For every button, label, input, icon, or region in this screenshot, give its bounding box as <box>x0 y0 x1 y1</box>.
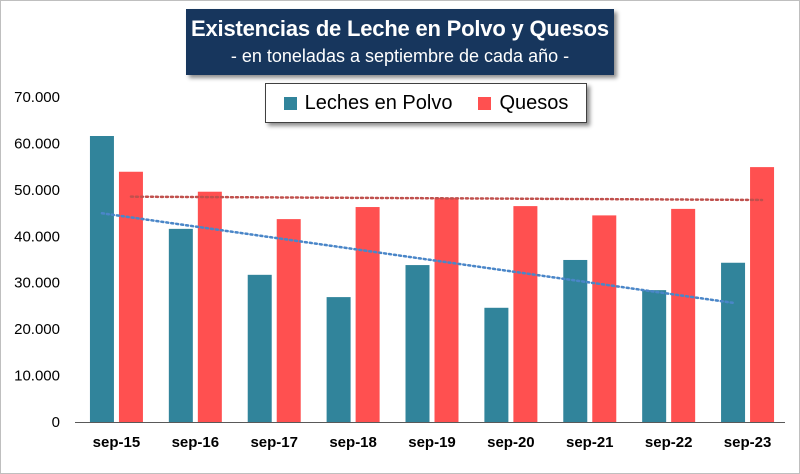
bar-leches-sep-20 <box>484 307 509 422</box>
y-tick-label: 10.000 <box>14 368 60 385</box>
chart-title-box: Existencias de Leche en Polvo y Quesos -… <box>186 9 614 75</box>
trendline-leches <box>100 212 735 305</box>
legend-swatch-quesos <box>478 96 492 110</box>
x-tick-label: sep-15 <box>93 434 141 451</box>
legend-label-leches: Leches en Polvo <box>304 91 453 114</box>
y-tick-label: 60.000 <box>14 135 60 152</box>
x-tick-label: sep-18 <box>329 434 377 451</box>
y-tick-label: 0 <box>52 414 60 431</box>
y-tick-label: 70.000 <box>14 89 60 106</box>
bar-leches-sep-17 <box>247 274 272 422</box>
bar-leches-sep-21 <box>563 259 588 422</box>
x-tick-label: sep-17 <box>250 434 298 451</box>
bar-quesos-sep-19 <box>434 197 459 422</box>
bar-leches-sep-18 <box>326 297 351 422</box>
x-tick-label: sep-20 <box>487 434 535 451</box>
trendlines <box>100 195 764 305</box>
bar-quesos-sep-20 <box>513 206 538 422</box>
x-tick-label: sep-23 <box>724 434 772 451</box>
bar-quesos-sep-18 <box>355 207 380 422</box>
bar-quesos-sep-22 <box>671 208 696 422</box>
chart-title: Existencias de Leche en Polvo y Quesos <box>191 16 609 41</box>
x-axis: sep-15 sep-16 sep-17 sep-18 sep-19 sep-20 sep-… <box>75 422 785 451</box>
bar-leches-sep-22 <box>642 290 667 422</box>
bars <box>89 136 775 422</box>
bar-quesos-sep-15 <box>118 171 143 422</box>
legend-item-quesos: Quesos <box>478 92 568 115</box>
bar-leches-sep-23 <box>721 262 746 422</box>
y-tick-label: 30.000 <box>14 275 60 292</box>
x-tick-label: sep-19 <box>408 434 456 451</box>
bar-quesos-sep-23 <box>750 167 775 422</box>
x-tick-label: sep-21 <box>566 434 614 451</box>
y-tick-label: 50.000 <box>14 182 60 199</box>
bar-leches-sep-16 <box>168 228 193 422</box>
legend: Leches en Polvo Quesos <box>265 83 587 123</box>
chart-subtitle: - en toneladas a septiembre de cada año … <box>230 46 570 66</box>
x-tick-label: sep-16 <box>172 434 220 451</box>
bar-quesos-sep-17 <box>276 219 301 422</box>
legend-label-quesos: Quesos <box>499 91 569 114</box>
bar-quesos-sep-21 <box>592 215 617 422</box>
bar-leches-sep-19 <box>405 265 430 422</box>
y-axis: 0 10.000 20.000 30.000 40.000 50.000 60.000 70.… <box>14 89 60 431</box>
trendline-quesos <box>129 195 764 202</box>
legend-item-leches: Leches en Polvo <box>283 91 453 115</box>
bar-leches-sep-15 <box>89 136 114 422</box>
legend-swatch-leches <box>283 96 297 110</box>
x-tick-label: sep-22 <box>645 434 693 451</box>
y-tick-label: 20.000 <box>14 321 60 338</box>
y-tick-label: 40.000 <box>14 228 60 245</box>
